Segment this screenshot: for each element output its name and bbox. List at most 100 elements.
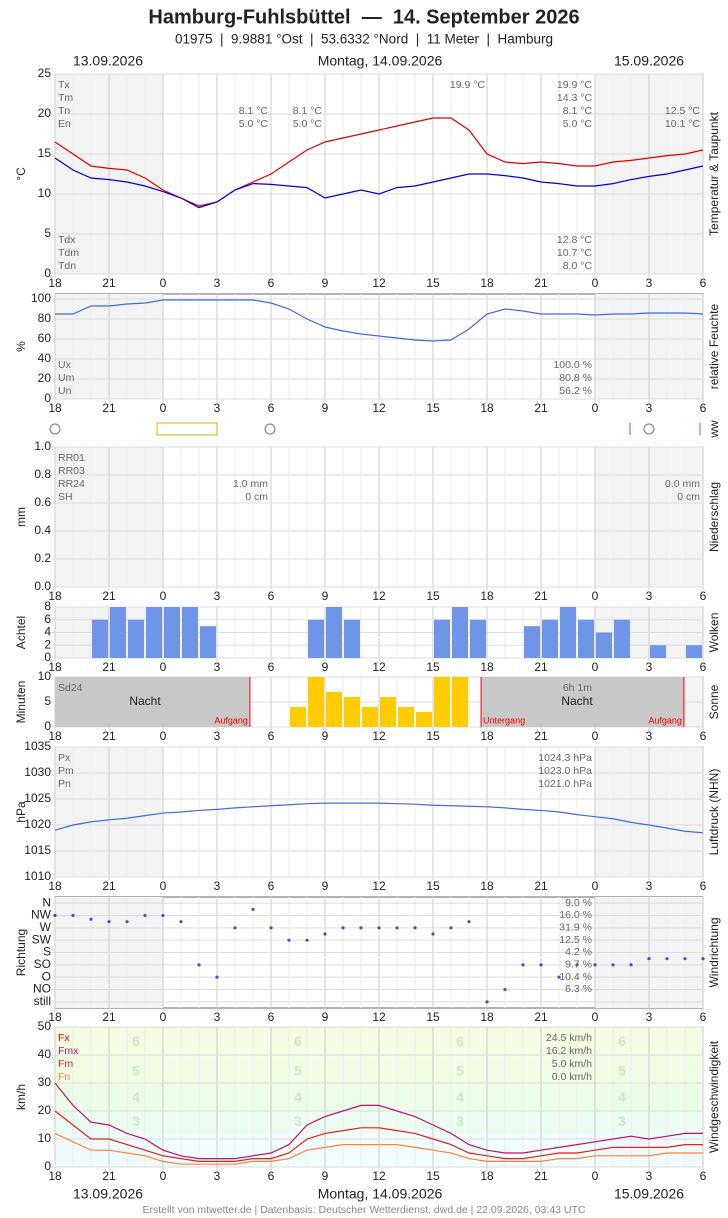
- line: [54, 157, 704, 209]
- x-tick-label: 0: [160, 1010, 167, 1024]
- night-label: Nacht: [129, 694, 161, 708]
- stat-value: 6.3 %: [565, 983, 592, 995]
- bar: [560, 607, 576, 658]
- point: [107, 920, 111, 924]
- side-title: relative Feuchte: [707, 303, 721, 389]
- stat-value: 5.0 °C: [239, 118, 269, 130]
- point: [665, 957, 669, 961]
- x-tick-label: 15: [426, 589, 440, 603]
- stat-label: RR24: [58, 478, 85, 490]
- point: [287, 938, 291, 942]
- point: [683, 957, 687, 961]
- x-tick-label: 0: [592, 276, 599, 290]
- y-axis-label: %: [14, 341, 28, 352]
- x-tick-label: 18: [48, 1010, 62, 1024]
- stat-value: 9.0 %: [565, 897, 592, 909]
- x-tick-label: 3: [214, 879, 221, 893]
- y-tick-label: 0.4: [34, 523, 51, 537]
- y-tick-label: 20: [38, 106, 52, 120]
- bar: [470, 619, 486, 658]
- y-tick-label: 0.0: [34, 579, 51, 593]
- beaufort-number: 4: [456, 1089, 464, 1105]
- stat-label: Tn: [58, 105, 70, 117]
- x-tick-label: 0: [592, 1010, 599, 1024]
- stat-label: SH: [58, 491, 73, 503]
- stat-value: 10.7 °C: [557, 247, 593, 259]
- x-tick-label: 21: [534, 276, 548, 290]
- x-tick-label: 18: [480, 729, 494, 743]
- bar: [578, 619, 594, 658]
- y-tick-label: 15: [38, 146, 52, 160]
- y-tick-label: 60: [38, 331, 52, 345]
- x-tick-label: 3: [646, 401, 653, 415]
- y-tick-label: 1015: [24, 843, 51, 857]
- x-tick-label: 18: [48, 401, 62, 415]
- stat-label: Fmx: [58, 1045, 79, 1057]
- night: [55, 677, 250, 727]
- x-tick-label: 12: [372, 879, 386, 893]
- stat-value: 1021.0 hPa: [538, 778, 592, 790]
- x-tick-label: 0: [160, 729, 167, 743]
- y-tick-label: 100: [31, 291, 51, 305]
- y-tick-label: 30: [38, 1075, 52, 1089]
- y-tick-label: 20: [38, 371, 52, 385]
- x-tick-label: 12: [372, 589, 386, 603]
- x-tick-label: 12: [372, 1010, 386, 1024]
- x-tick-label: 18: [480, 276, 494, 290]
- point: [485, 1000, 489, 1004]
- point: [521, 963, 525, 967]
- sun-event-label: Aufgang: [648, 715, 682, 725]
- y-tick-label: 40: [38, 351, 52, 365]
- side-title: Windrichtung: [707, 917, 721, 987]
- x-tick-label: 6: [700, 660, 707, 674]
- y-tick-label: 4: [44, 625, 51, 639]
- stat-value: 6h 1m: [563, 682, 592, 694]
- stat-value: 19.9 °C: [557, 79, 593, 91]
- stat-label: RR03: [58, 465, 85, 477]
- beaufort-number: 6: [132, 1033, 140, 1049]
- x-tick-label: 3: [646, 660, 653, 674]
- stat-value: 9.7 %: [565, 958, 592, 970]
- beaufort-number: 4: [132, 1089, 140, 1105]
- stat-label: Um: [58, 372, 75, 384]
- bar: [164, 607, 180, 658]
- beaufort-number: 5: [618, 1063, 626, 1079]
- x-tick-label: 12: [372, 276, 386, 290]
- y-tick-label: 0.2: [34, 551, 51, 565]
- x-tick-label: 21: [534, 589, 548, 603]
- x-tick-label: 15: [426, 276, 440, 290]
- point: [467, 920, 471, 924]
- night: [481, 677, 684, 727]
- y-tick-label: SW: [32, 932, 52, 946]
- x-tick-label: 0: [160, 276, 167, 290]
- x-tick-label: 21: [534, 660, 548, 674]
- x-tick-label: 15: [426, 1169, 440, 1183]
- stat-value: 16.0 %: [559, 909, 592, 921]
- y-axis-label: hPa: [14, 801, 28, 823]
- stat-label: En: [58, 118, 71, 130]
- point: [71, 913, 75, 918]
- line: [54, 802, 704, 834]
- stat-value: 0.0 mm: [665, 478, 700, 490]
- x-tick-label: 6: [268, 589, 275, 603]
- stat-label: Fx: [58, 1032, 70, 1044]
- point: [323, 932, 327, 936]
- x-tick-label: 3: [646, 276, 653, 290]
- y-tick-label: NW: [31, 908, 52, 922]
- beaufort-number: 6: [618, 1033, 626, 1049]
- stat-value: 100.0 %: [553, 359, 592, 371]
- point: [359, 926, 363, 930]
- y-tick-label: 20: [38, 1103, 52, 1117]
- bar: [434, 677, 450, 727]
- point: [251, 907, 255, 911]
- x-tick-label: 6: [268, 660, 275, 674]
- bar: [596, 632, 612, 658]
- bar: [380, 697, 396, 727]
- date-left: 13.09.2026: [73, 53, 143, 69]
- bar: [398, 707, 414, 727]
- date-right: 15.09.2026: [614, 53, 684, 69]
- x-tick-label: 3: [214, 1169, 221, 1183]
- bar: [452, 607, 468, 658]
- point: [431, 932, 435, 936]
